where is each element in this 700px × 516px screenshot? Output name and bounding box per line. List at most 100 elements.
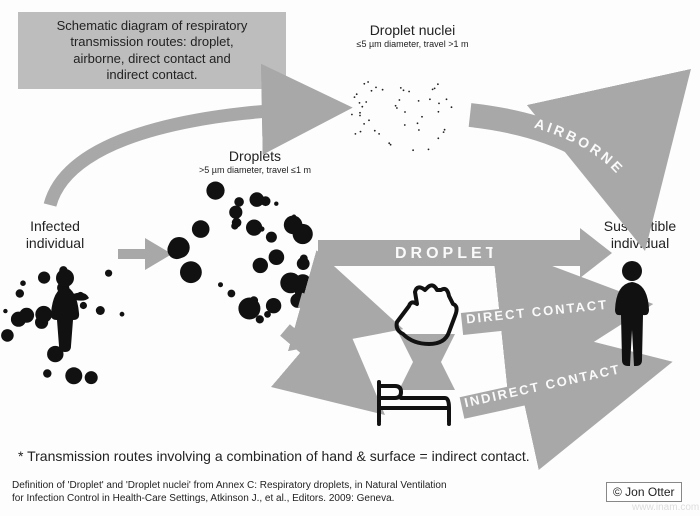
dot [256,315,264,323]
dot [404,111,406,113]
dot [218,282,223,287]
dot [399,99,401,101]
dot [253,258,268,273]
dot [169,237,190,258]
dot [412,149,414,151]
dot [363,83,365,85]
dot [390,144,392,146]
watermark: www.inam.com [632,502,699,513]
dot [292,215,296,219]
dot [1,329,14,342]
dot [229,206,242,219]
route-airborne: AIRBORNE [470,115,636,210]
dot [85,371,98,384]
dot [396,107,398,109]
dot [359,115,361,117]
route-indirect: INDIRECT CONTACT [462,361,635,410]
dot [96,306,105,315]
dot [438,111,440,113]
arrow-droplets-to-hand [300,300,378,322]
dot [228,290,236,298]
dot [382,89,384,91]
citation-l2: for Infection Control in Health-Care Set… [12,493,394,504]
copyright: © Jon Otter [606,482,682,502]
dot [368,119,370,121]
dot [259,226,264,231]
dot [269,249,285,265]
dot [429,98,431,100]
dot [180,261,202,283]
dot [365,101,367,103]
svg-text:AIRBORNE: AIRBORNE [533,115,628,178]
dot [446,98,448,100]
dot [408,91,410,93]
dot [451,106,453,108]
dot [375,87,377,89]
dot [19,308,34,323]
dot [231,222,238,229]
dot [355,133,357,135]
nuclei-cloud [351,81,452,151]
dot [444,129,446,131]
dot [249,192,264,207]
dot [294,274,311,291]
dot [417,122,419,124]
susceptible-figure-icon [615,261,649,366]
airborne-text: AIRBORNE [533,115,628,178]
dot [434,88,436,90]
dot [438,103,440,105]
dot [206,182,224,200]
dot [80,302,87,309]
route-direct: DIRECT CONTACT [462,297,615,327]
dot [359,112,361,114]
dot [238,298,260,320]
dot [356,93,358,95]
dot [388,142,390,144]
dot [65,367,82,384]
dot [374,130,376,132]
dot [371,90,373,92]
arrow-infected-to-nuclei [50,108,330,205]
dot [38,272,50,284]
dot [421,116,423,118]
arrow-droplets-to-bed [285,330,365,398]
dot [400,87,402,89]
dot [432,89,434,91]
dot [297,257,310,270]
dot [354,96,356,98]
dot [378,133,380,135]
dot [363,123,365,125]
arrow-infected-to-droplets [118,238,172,270]
dot [360,131,362,133]
dot [418,100,420,102]
dot [266,232,277,243]
dot [418,129,420,131]
dot [437,83,439,85]
footnote: * Transmission routes involving a combin… [18,448,530,464]
dot [105,270,112,277]
diagram-canvas: AIRBORNE DROPLET DIRECT CONTACT INDIRECT… [0,0,700,516]
dot [16,289,24,297]
infected-figure-icon [51,269,89,352]
dot [20,280,26,286]
hand-icon [397,285,457,344]
dot [43,369,51,377]
citation-l1: Definition of 'Droplet' and 'Droplet nuc… [12,480,447,491]
citation: Definition of 'Droplet' and 'Droplet nuc… [12,480,447,505]
dot [234,197,244,207]
dot [274,202,278,206]
dot [35,306,52,323]
dot [443,131,445,133]
dot [404,124,406,126]
droplets-cloud [167,182,314,324]
dot [284,216,303,235]
dot [367,81,369,83]
route-droplet: DROPLET [318,228,612,278]
dot [395,105,397,107]
dot [428,149,430,151]
dot [120,312,125,317]
dot [3,309,7,313]
bed-icon [377,382,451,426]
dot [437,137,439,139]
droplet-text: DROPLET [395,245,499,262]
